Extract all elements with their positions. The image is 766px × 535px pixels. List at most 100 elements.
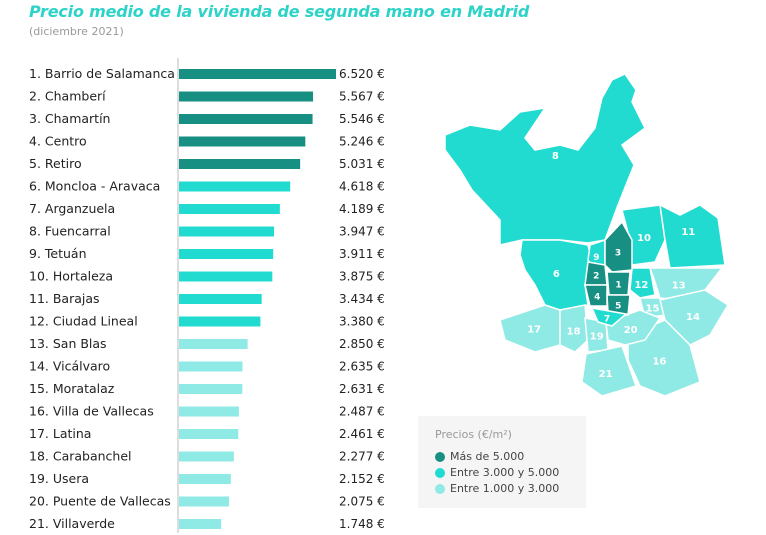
legend-title: Precios (€/m²) xyxy=(435,428,512,441)
bar xyxy=(179,451,234,462)
category-label: 7. Arganzuela xyxy=(29,201,115,216)
bar xyxy=(179,339,248,349)
value-label: 3.947 € xyxy=(339,225,385,239)
legend-dot-icon xyxy=(435,483,445,494)
value-label: 1.748 € xyxy=(339,517,385,531)
value-label: 2.277 € xyxy=(339,450,385,464)
district-label: 16 xyxy=(652,357,666,368)
district-label: 14 xyxy=(686,312,700,323)
bar xyxy=(179,181,291,192)
category-label: 11. Barajas xyxy=(29,291,100,306)
district-label: 12 xyxy=(634,280,648,291)
district-5 xyxy=(606,294,631,316)
legend-label: Más de 5.000 xyxy=(450,450,525,463)
category-label: 17. Latina xyxy=(29,426,91,441)
bar xyxy=(179,361,243,372)
legend-item-mid: Entre 3.000 y 5.000 xyxy=(435,466,559,479)
category-label: 5. Retiro xyxy=(29,156,82,171)
value-label: 3.380 € xyxy=(339,315,385,329)
district-label: 19 xyxy=(590,332,604,343)
value-label: 6.520 € xyxy=(339,67,385,81)
category-label: 8. Fuencarral xyxy=(29,224,111,239)
chart-subtitle: (diciembre 2021) xyxy=(29,25,124,38)
value-label: 2.850 € xyxy=(339,337,385,351)
value-label: 2.487 € xyxy=(339,405,385,419)
category-label: 9. Tetuán xyxy=(29,246,87,261)
category-label: 20. Puente de Vallecas xyxy=(29,494,171,509)
bar xyxy=(179,91,314,102)
district-label: 21 xyxy=(599,369,613,380)
legend-label: Entre 3.000 y 5.000 xyxy=(450,466,560,479)
bar xyxy=(179,114,313,124)
district-label: 3 xyxy=(615,249,621,259)
district-label: 10 xyxy=(637,233,651,244)
bar xyxy=(179,226,275,237)
legend: Precios (€/m²) Más de 5.000 Entre 3.000 … xyxy=(418,416,586,508)
category-label: 19. Usera xyxy=(29,471,89,486)
bar xyxy=(179,204,280,214)
bar xyxy=(179,136,306,147)
bar xyxy=(179,294,262,304)
district-label: 15 xyxy=(646,303,660,314)
value-label: 3.434 € xyxy=(339,292,385,306)
category-label: 10. Hortaleza xyxy=(29,269,113,284)
category-label: 6. Moncloa - Aravaca xyxy=(29,179,160,194)
value-label: 3.875 € xyxy=(339,270,385,284)
bar xyxy=(179,474,231,484)
bar xyxy=(179,271,273,282)
district-label: 8 xyxy=(552,151,559,162)
bar xyxy=(179,429,239,439)
district-21 xyxy=(581,345,637,397)
bar xyxy=(179,406,239,417)
value-label: 2.152 € xyxy=(339,472,385,486)
district-label: 2 xyxy=(593,271,599,281)
value-label: 5.246 € xyxy=(339,135,385,149)
bar xyxy=(179,496,229,507)
district-label: 1 xyxy=(615,281,621,291)
value-label: 3.911 € xyxy=(339,247,385,261)
district-7 xyxy=(590,307,628,327)
district-label: 7 xyxy=(604,315,610,325)
district-18 xyxy=(559,304,589,353)
legend-label: Entre 1.000 y 3.000 xyxy=(450,482,560,495)
category-label: 12. Ciudad Lineal xyxy=(29,314,138,329)
category-label: 15. Moratalaz xyxy=(29,381,115,396)
bar xyxy=(179,159,301,169)
district-label: 6 xyxy=(553,269,560,280)
value-label: 5.546 € xyxy=(339,112,385,126)
value-label: 2.631 € xyxy=(339,382,385,396)
legend-dot-icon xyxy=(435,467,445,478)
category-label: 2. Chamberí xyxy=(29,89,106,104)
value-label: 4.189 € xyxy=(339,202,385,216)
category-label: 4. Centro xyxy=(29,134,87,149)
value-label: 5.031 € xyxy=(339,157,385,171)
district-11 xyxy=(659,203,726,269)
bar xyxy=(179,519,222,529)
bar xyxy=(179,69,336,79)
district-label: 20 xyxy=(624,325,638,336)
district-label: 13 xyxy=(672,280,686,291)
value-label: 5.567 € xyxy=(339,90,385,104)
district-12 xyxy=(629,267,656,299)
category-label: 16. Villa de Vallecas xyxy=(29,404,154,419)
bar xyxy=(179,249,274,259)
value-label: 2.635 € xyxy=(339,360,385,374)
district-label: 18 xyxy=(567,326,581,337)
value-label: 4.618 € xyxy=(339,180,385,194)
category-label: 3. Chamartín xyxy=(29,111,110,126)
district-label: 4 xyxy=(594,293,600,303)
bar xyxy=(179,384,243,394)
chart-title: Precio medio de la vivienda de segunda m… xyxy=(29,2,530,21)
legend-item-high: Más de 5.000 xyxy=(435,450,524,463)
category-label: 21. Villaverde xyxy=(29,516,115,531)
district-label: 9 xyxy=(593,253,599,263)
legend-item-low: Entre 1.000 y 3.000 xyxy=(435,482,559,495)
category-label: 18. Carabanchel xyxy=(29,449,132,464)
legend-dot-icon xyxy=(435,451,445,462)
district-8 xyxy=(444,73,646,246)
value-label: 2.461 € xyxy=(339,427,385,441)
value-label: 2.075 € xyxy=(339,495,385,509)
